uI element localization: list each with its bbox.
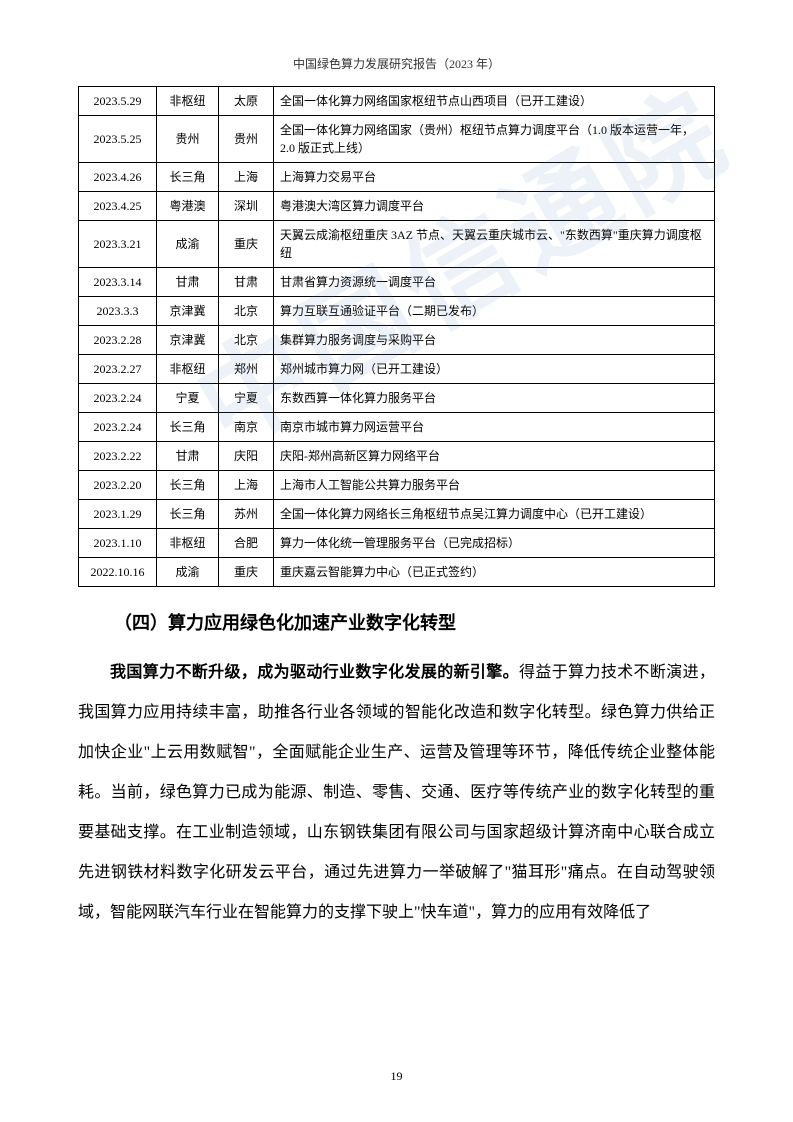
cell-date: 2023.2.27 <box>79 355 157 384</box>
table-row: 2023.2.20长三角上海上海市人工智能公共算力服务平台 <box>79 471 715 500</box>
table-row: 2023.4.25粤港澳深圳粤港澳大湾区算力调度平台 <box>79 192 715 221</box>
cell-city: 合肥 <box>219 529 274 558</box>
table-row: 2022.10.16成渝重庆重庆嘉云智能算力中心（已正式签约） <box>79 558 715 587</box>
cell-date: 2023.3.3 <box>79 297 157 326</box>
cell-date: 2023.2.22 <box>79 442 157 471</box>
cell-region: 长三角 <box>157 413 219 442</box>
cell-city: 庆阳 <box>219 442 274 471</box>
cell-description: 天翼云成渝枢纽重庆 3AZ 节点、天翼云重庆城市云、"东数西算"重庆算力调度枢纽 <box>274 221 715 268</box>
table-row: 2023.3.3京津冀北京算力互联互通验证平台（二期已发布） <box>79 297 715 326</box>
cell-city: 上海 <box>219 471 274 500</box>
cell-city: 上海 <box>219 163 274 192</box>
cell-region: 甘肃 <box>157 442 219 471</box>
cell-region: 粤港澳 <box>157 192 219 221</box>
cell-city: 重庆 <box>219 221 274 268</box>
table-row: 2023.1.10非枢纽合肥算力一体化统一管理服务平台（已完成招标） <box>79 529 715 558</box>
table-row: 2023.4.26长三角上海上海算力交易平台 <box>79 163 715 192</box>
cell-description: 东数西算一体化算力服务平台 <box>274 384 715 413</box>
cell-region: 成渝 <box>157 558 219 587</box>
table-row: 2023.2.24宁夏宁夏东数西算一体化算力服务平台 <box>79 384 715 413</box>
cell-city: 太原 <box>219 87 274 116</box>
cell-region: 甘肃 <box>157 268 219 297</box>
cell-description: 甘肃省算力资源统一调度平台 <box>274 268 715 297</box>
cell-date: 2023.2.24 <box>79 413 157 442</box>
cell-date: 2023.5.25 <box>79 116 157 163</box>
cell-date: 2023.1.10 <box>79 529 157 558</box>
table-row: 2023.3.14甘肃甘肃甘肃省算力资源统一调度平台 <box>79 268 715 297</box>
body-paragraph: 我国算力不断升级，成为驱动行业数字化发展的新引擎。得益于算力技术不断演进，我国算… <box>78 653 715 933</box>
cell-description: 算力互联互通验证平台（二期已发布） <box>274 297 715 326</box>
cell-region: 贵州 <box>157 116 219 163</box>
table-row: 2023.2.27非枢纽郑州郑州城市算力网（已开工建设） <box>79 355 715 384</box>
cell-region: 宁夏 <box>157 384 219 413</box>
cell-city: 郑州 <box>219 355 274 384</box>
cell-description: 庆阳-郑州高新区算力网络平台 <box>274 442 715 471</box>
lead-bold-text: 我国算力不断升级，成为驱动行业数字化发展的新引擎。 <box>110 664 519 681</box>
cell-description: 上海算力交易平台 <box>274 163 715 192</box>
table-row: 2023.5.29非枢纽太原全国一体化算力网络国家枢纽节点山西项目（已开工建设） <box>79 87 715 116</box>
cell-description: 郑州城市算力网（已开工建设） <box>274 355 715 384</box>
cell-region: 成渝 <box>157 221 219 268</box>
data-table: 2023.5.29非枢纽太原全国一体化算力网络国家枢纽节点山西项目（已开工建设）… <box>78 86 715 587</box>
cell-city: 北京 <box>219 326 274 355</box>
cell-city: 甘肃 <box>219 268 274 297</box>
cell-description: 算力一体化统一管理服务平台（已完成招标） <box>274 529 715 558</box>
cell-date: 2023.3.14 <box>79 268 157 297</box>
cell-description: 全国一体化算力网络长三角枢纽节点吴江算力调度中心（已开工建设） <box>274 500 715 529</box>
cell-description: 南京市城市算力网运营平台 <box>274 413 715 442</box>
cell-region: 长三角 <box>157 500 219 529</box>
cell-city: 北京 <box>219 297 274 326</box>
page-number: 19 <box>0 1069 793 1084</box>
cell-city: 苏州 <box>219 500 274 529</box>
cell-date: 2023.2.24 <box>79 384 157 413</box>
table-row: 2023.3.21成渝重庆天翼云成渝枢纽重庆 3AZ 节点、天翼云重庆城市云、"… <box>79 221 715 268</box>
cell-date: 2023.2.20 <box>79 471 157 500</box>
cell-date: 2022.10.16 <box>79 558 157 587</box>
table-row: 2023.2.22甘肃庆阳庆阳-郑州高新区算力网络平台 <box>79 442 715 471</box>
cell-date: 2023.3.21 <box>79 221 157 268</box>
cell-date: 2023.4.26 <box>79 163 157 192</box>
cell-description: 全国一体化算力网络国家（贵州）枢纽节点算力调度平台（1.0 版本运营一年，2.0… <box>274 116 715 163</box>
cell-region: 非枢纽 <box>157 355 219 384</box>
cell-date: 2023.1.29 <box>79 500 157 529</box>
cell-city: 重庆 <box>219 558 274 587</box>
cell-region: 非枢纽 <box>157 87 219 116</box>
cell-region: 长三角 <box>157 163 219 192</box>
cell-region: 非枢纽 <box>157 529 219 558</box>
table-row: 2023.5.25贵州贵州全国一体化算力网络国家（贵州）枢纽节点算力调度平台（1… <box>79 116 715 163</box>
cell-date: 2023.5.29 <box>79 87 157 116</box>
cell-date: 2023.2.28 <box>79 326 157 355</box>
cell-description: 全国一体化算力网络国家枢纽节点山西项目（已开工建设） <box>274 87 715 116</box>
table-row: 2023.2.24长三角南京南京市城市算力网运营平台 <box>79 413 715 442</box>
cell-date: 2023.4.25 <box>79 192 157 221</box>
body-rest-text: 得益于算力技术不断演进，我国算力应用持续丰富，助推各行业各领域的智能化改造和数字… <box>78 664 715 921</box>
cell-region: 长三角 <box>157 471 219 500</box>
table-row: 2023.1.29长三角苏州全国一体化算力网络长三角枢纽节点吴江算力调度中心（已… <box>79 500 715 529</box>
section-heading: （四）算力应用绿色化加速产业数字化转型 <box>78 609 715 635</box>
cell-description: 粤港澳大湾区算力调度平台 <box>274 192 715 221</box>
page-header-title: 中国绿色算力发展研究报告（2023 年） <box>78 55 715 72</box>
cell-region: 京津冀 <box>157 326 219 355</box>
cell-city: 深圳 <box>219 192 274 221</box>
cell-description: 重庆嘉云智能算力中心（已正式签约） <box>274 558 715 587</box>
cell-city: 宁夏 <box>219 384 274 413</box>
cell-description: 上海市人工智能公共算力服务平台 <box>274 471 715 500</box>
cell-city: 南京 <box>219 413 274 442</box>
cell-city: 贵州 <box>219 116 274 163</box>
cell-region: 京津冀 <box>157 297 219 326</box>
table-row: 2023.2.28京津冀北京集群算力服务调度与采购平台 <box>79 326 715 355</box>
cell-description: 集群算力服务调度与采购平台 <box>274 326 715 355</box>
